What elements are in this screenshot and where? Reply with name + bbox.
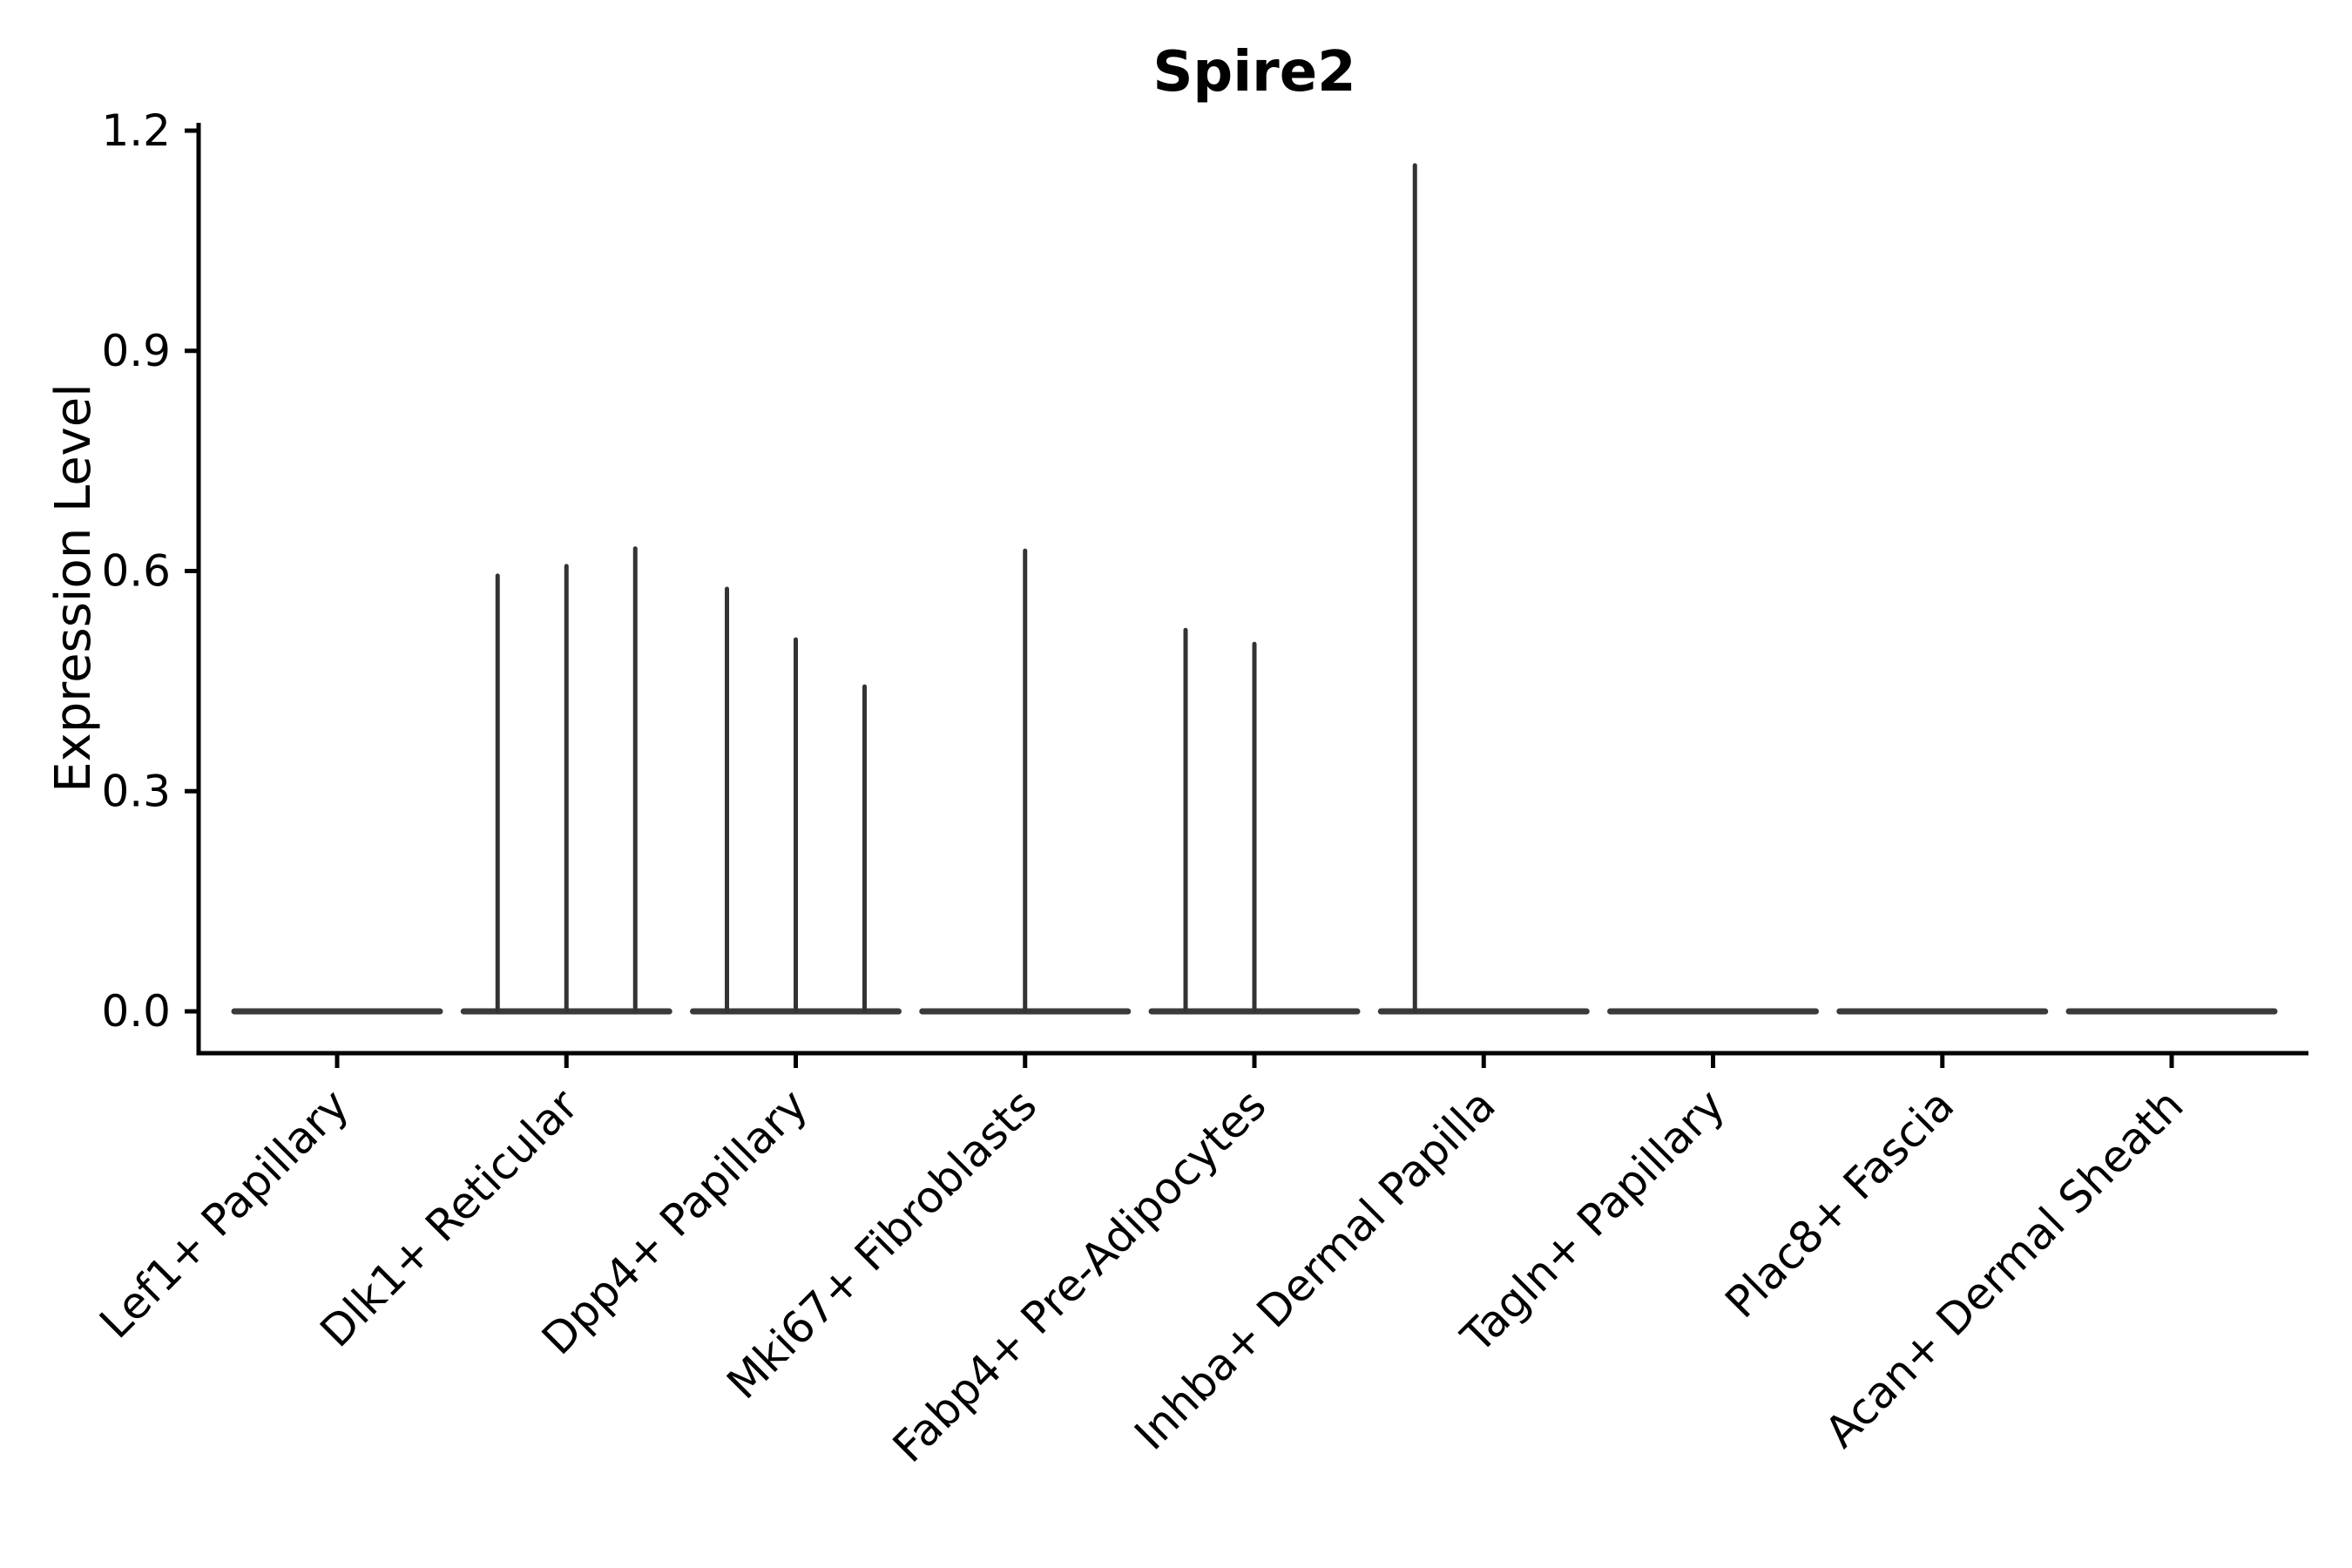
y-tick-label: 0.6 [101, 546, 171, 597]
x-tick-label: Fabp4+ Pre-Adipocytes [883, 1079, 1276, 1472]
y-tick-label: 0.0 [101, 986, 171, 1037]
y-tick-label: 0.3 [101, 766, 171, 816]
chart-title: Spire2 [1152, 40, 1355, 105]
y-tick-label: 0.9 [101, 326, 171, 376]
y-tick-label: 1.2 [101, 105, 171, 156]
y-axis-label: Expression Level [45, 383, 102, 793]
x-tick-label: Plac8+ Fascia [1716, 1079, 1964, 1328]
violins [231, 163, 2278, 1015]
y-ticks: 0.0 0.3 0.6 0.9 1.2 [101, 105, 199, 1037]
x-tick-label: Lef1+ Papillary [90, 1079, 358, 1348]
